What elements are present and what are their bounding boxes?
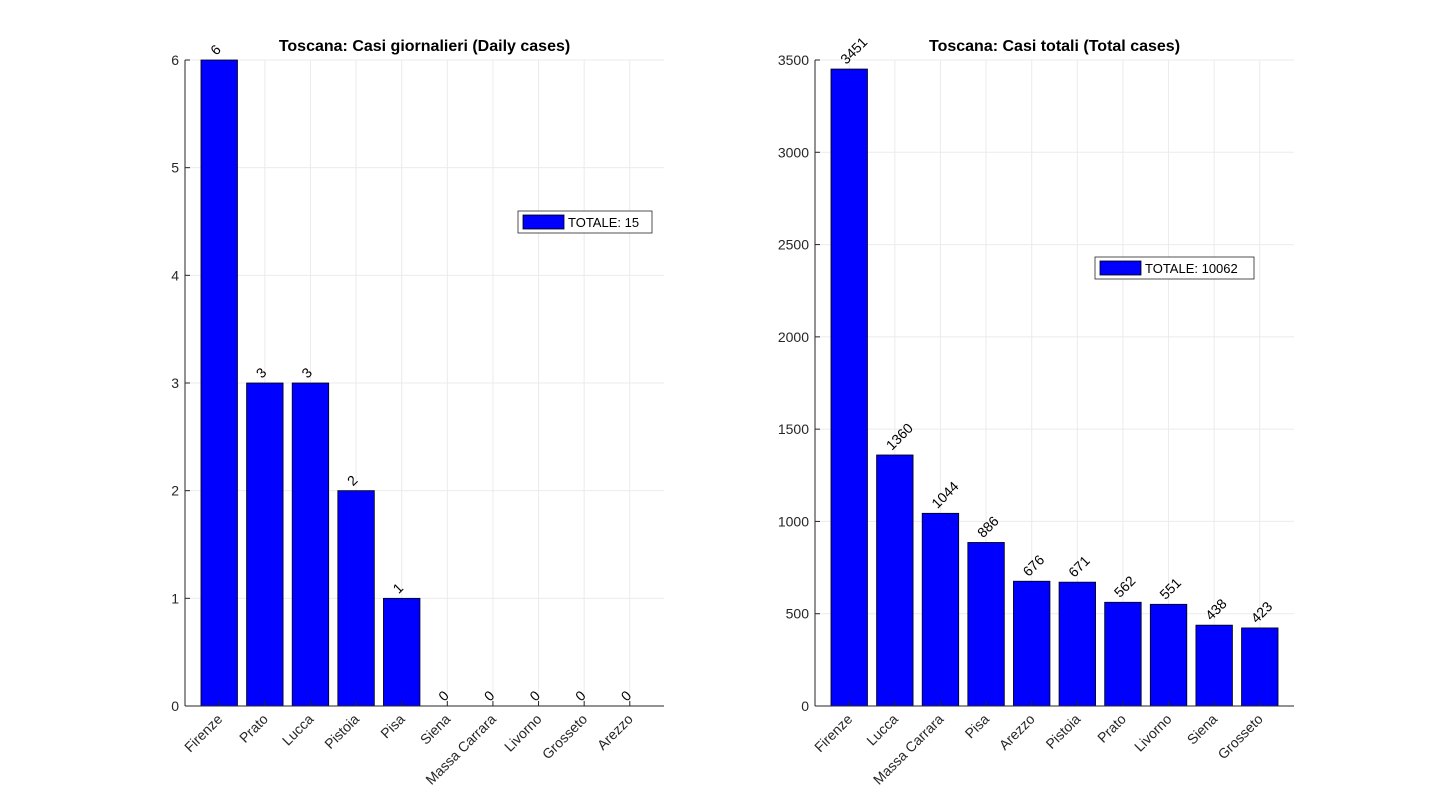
- y-tick-label: 2: [171, 483, 179, 499]
- data-label: 438: [1202, 595, 1230, 623]
- y-tick-label: 3500: [778, 52, 809, 68]
- chart-daily-cases: Toscana: Casi giornalieri (Daily cases) …: [171, 38, 664, 788]
- bar: [200, 59, 238, 707]
- x-tick-label: Lucca: [279, 711, 317, 749]
- bar: [1149, 603, 1188, 707]
- data-label: 423: [1248, 598, 1276, 626]
- y-tick-label: 0: [171, 698, 179, 714]
- bar: [1058, 581, 1096, 707]
- y-tick-label: 0: [801, 698, 809, 714]
- data-label: 0: [435, 687, 452, 704]
- legend-swatch: [522, 214, 565, 230]
- y-tick-label: 2500: [778, 237, 809, 253]
- bar-series: [830, 68, 1279, 707]
- data-label: 562: [1111, 572, 1139, 600]
- bar: [830, 68, 868, 707]
- data-label: 0: [572, 687, 589, 704]
- y-tick-label: 4: [171, 267, 179, 283]
- legend: TOTALE: 15: [517, 210, 653, 234]
- x-tick-label: Livorno: [1131, 711, 1175, 755]
- bar: [1104, 601, 1142, 707]
- data-label: 2: [344, 472, 361, 489]
- data-label: 0: [618, 687, 635, 704]
- y-tick-label: 5: [171, 160, 179, 176]
- x-tick-label: Arezzo: [996, 711, 1038, 753]
- y-tick-label: 1500: [778, 421, 809, 437]
- bar: [1013, 580, 1051, 707]
- bar: [246, 382, 284, 707]
- bar: [876, 454, 914, 707]
- data-label: 3: [298, 364, 315, 381]
- data-label: 6: [207, 41, 224, 58]
- data-label: 676: [1019, 551, 1047, 579]
- x-tick-label: Livorno: [501, 711, 545, 755]
- x-tick-label: Grosseto: [539, 711, 591, 763]
- grid: [185, 59, 664, 707]
- x-tick-label: Prato: [236, 711, 271, 746]
- bar: [1195, 624, 1233, 707]
- data-label: 3451: [837, 34, 870, 67]
- x-tick-label: Arezzo: [594, 711, 636, 753]
- bar: [1241, 627, 1279, 707]
- bar: [921, 512, 960, 707]
- y-tick-label: 6: [171, 52, 179, 68]
- y-tick-label: 2000: [778, 329, 809, 345]
- data-label: 1360: [883, 420, 916, 453]
- data-label: 886: [974, 513, 1002, 541]
- x-tick-label: Pisa: [962, 711, 993, 742]
- y-tick-label: 1000: [778, 513, 809, 529]
- bar: [967, 542, 1005, 707]
- data-label: 1: [389, 579, 406, 596]
- data-label: 671: [1065, 552, 1093, 580]
- legend: TOTALE: 10062: [1094, 256, 1255, 280]
- y-tick-label: 500: [786, 606, 810, 622]
- x-tick-label: Lucca: [863, 711, 901, 749]
- x-tick-label: Prato: [1094, 711, 1129, 746]
- data-label: 551: [1156, 574, 1184, 602]
- x-tick-label: Pisa: [377, 711, 408, 742]
- chart-total-cases: Toscana: Casi totali (Total cases) 0 500 1…: [778, 34, 1294, 788]
- x-tick-label: Siena: [417, 711, 454, 748]
- data-label: 0: [526, 687, 543, 704]
- bar: [337, 490, 375, 707]
- data-label: 3: [253, 364, 270, 381]
- x-tick-label: Firenze: [811, 711, 855, 755]
- data-label: 1044: [928, 478, 961, 511]
- legend-label: TOTALE: 15: [568, 215, 639, 230]
- bar-series: [200, 59, 649, 707]
- y-tick-label: 3000: [778, 144, 809, 160]
- x-tick-label: Pistoia: [1042, 711, 1083, 752]
- x-tick-label: Firenze: [181, 711, 225, 755]
- y-tick-label: 1: [171, 590, 179, 606]
- chart-title: Toscana: Casi totali (Total cases): [929, 38, 1180, 55]
- bar: [383, 597, 421, 707]
- y-tick-label: 3: [171, 375, 179, 391]
- data-label: 0: [481, 687, 498, 704]
- chart-title: Toscana: Casi giornalieri (Daily cases): [279, 38, 570, 55]
- legend-label: TOTALE: 10062: [1145, 261, 1238, 276]
- x-tick-label: Siena: [1184, 711, 1221, 748]
- bar: [291, 382, 330, 707]
- x-tick-label: Grosseto: [1214, 711, 1266, 763]
- legend-swatch: [1099, 260, 1142, 276]
- x-tick-label: Pistoia: [321, 711, 362, 752]
